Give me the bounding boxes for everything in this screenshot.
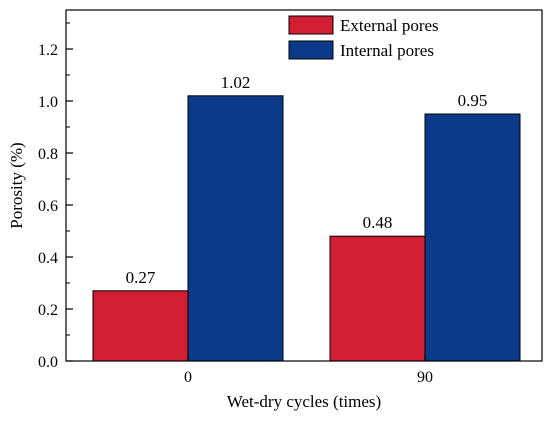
y-tick-label: 0.2 — [38, 302, 58, 319]
y-axis: 0.0 0.2 0.4 0.6 0.8 1.0 1.2 — [38, 22, 73, 371]
data-label: 0.95 — [458, 91, 488, 110]
y-axis-label: Porosity (%) — [7, 142, 26, 228]
x-tick-label: 90 — [417, 369, 433, 386]
bars-layer — [92, 95, 521, 362]
legend-label: External pores — [340, 16, 439, 35]
data-label: 0.48 — [363, 213, 393, 232]
y-tick-label: 1.0 — [38, 94, 58, 111]
y-tick-label: 1.2 — [38, 42, 58, 59]
bar-internal-pores-0 — [187, 95, 284, 362]
bar-external-pores-0 — [92, 290, 189, 362]
y-tick-label: 0.4 — [38, 250, 58, 267]
y-tick-label: 0.6 — [38, 198, 58, 215]
data-labels-layer: 0.27 1.02 0.48 0.95 — [126, 73, 488, 287]
data-label: 1.02 — [221, 73, 251, 92]
legend-swatch — [288, 15, 334, 35]
x-tick-label: 0 — [184, 369, 192, 386]
x-axis: 0 90 — [184, 354, 433, 386]
y-tick-label: 0.0 — [38, 354, 58, 371]
legend-swatch — [288, 40, 334, 60]
bar-internal-pores-90 — [424, 113, 521, 362]
bar-external-pores-90 — [329, 235, 426, 362]
data-label: 0.27 — [126, 268, 156, 287]
x-axis-label: Wet-dry cycles (times) — [227, 392, 381, 411]
plot-frame — [65, 9, 543, 362]
legend: External pores Internal pores — [288, 15, 439, 60]
y-tick-label: 0.8 — [38, 146, 58, 163]
legend-label: Internal pores — [340, 41, 434, 60]
